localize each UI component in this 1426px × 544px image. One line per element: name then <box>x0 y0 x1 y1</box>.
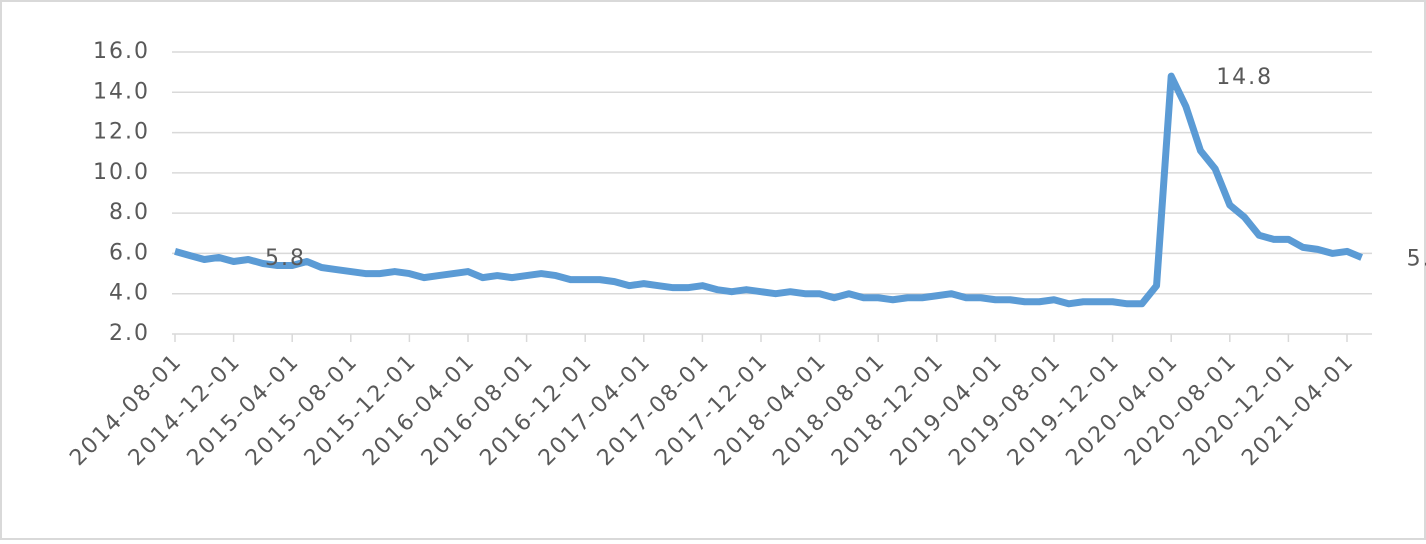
data-label: 5.8 <box>1407 246 1426 271</box>
y-tick-label: 8.0 <box>109 200 150 225</box>
y-tick-label: 14.0 <box>93 79 150 104</box>
y-tick-label: 10.0 <box>93 160 150 185</box>
data-line <box>174 72 1363 308</box>
y-tick-label: 16.0 <box>93 39 150 64</box>
annotation: 5.8 <box>265 246 306 271</box>
y-tick-label: 2.0 <box>109 321 150 346</box>
y-tick-label: 6.0 <box>109 240 150 265</box>
y-tick-label: 12.0 <box>93 120 150 145</box>
data-label: 14.8 <box>1216 65 1273 90</box>
y-tick-label: 4.0 <box>109 281 150 306</box>
